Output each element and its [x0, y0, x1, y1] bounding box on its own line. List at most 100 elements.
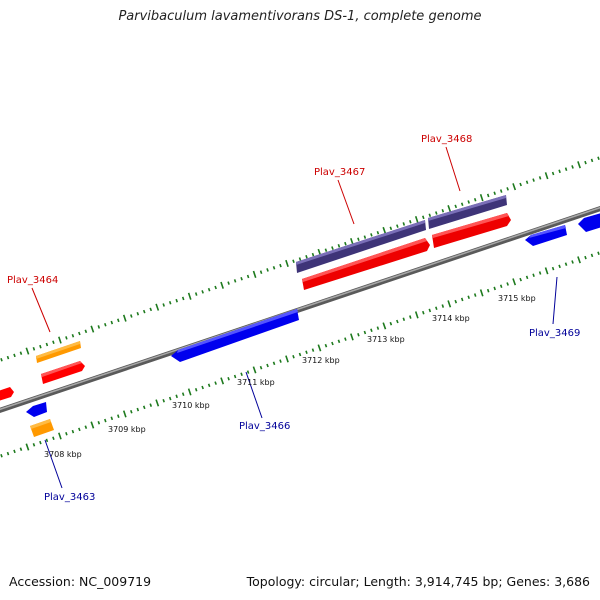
scale-label-3711: 3711 kbp — [237, 378, 275, 387]
minor-tick — [0, 358, 3, 362]
minor-tick — [32, 347, 36, 351]
minor-tick — [240, 276, 243, 281]
major-tick — [577, 161, 581, 169]
minor-tick — [460, 202, 464, 206]
major-tick — [577, 256, 581, 264]
gene-plav-3468[interactable] — [428, 195, 507, 229]
major-tick — [252, 366, 257, 374]
minor-tick — [136, 312, 140, 316]
minor-tick — [499, 189, 503, 193]
minor-tick — [571, 260, 574, 264]
major-tick — [479, 194, 484, 202]
minor-tick — [454, 204, 458, 209]
minor-tick — [428, 308, 432, 313]
gene-label-plav-3466[interactable]: Plav_3466 — [239, 421, 290, 432]
minor-tick — [551, 266, 555, 271]
minor-tick — [519, 182, 522, 187]
gene-blue-right-edge[interactable] — [578, 212, 600, 232]
genome-backbone-highlight — [0, 206, 600, 411]
minor-tick — [499, 284, 503, 288]
gene-label-plav-3468[interactable]: Plav_3468 — [421, 134, 472, 145]
minor-tick — [558, 264, 561, 269]
map-title: Parvibaculum lavamentivorans DS-1, compl… — [118, 9, 482, 24]
minor-tick — [331, 341, 334, 346]
minor-tick — [558, 169, 561, 174]
major-tick — [512, 183, 517, 191]
minor-tick — [538, 271, 542, 275]
minor-tick — [45, 438, 49, 443]
gene-plav-3463[interactable] — [30, 419, 54, 437]
minor-tick — [532, 273, 535, 277]
minor-tick — [324, 248, 328, 252]
minor-tick — [84, 425, 88, 429]
minor-tick — [52, 340, 55, 345]
minor-tick — [486, 193, 490, 198]
leader-plav-3463 — [44, 439, 63, 489]
minor-tick — [194, 387, 198, 392]
minor-tick — [396, 224, 399, 228]
minor-tick — [227, 281, 230, 285]
minor-tick — [337, 244, 341, 248]
minor-tick — [130, 314, 133, 318]
minor-tick — [52, 436, 55, 440]
gene-label-plav-3467[interactable]: Plav_3467 — [314, 167, 365, 178]
major-tick — [25, 443, 30, 451]
minor-tick — [389, 321, 393, 326]
gene-plav-3467[interactable] — [296, 220, 426, 273]
minor-tick — [214, 285, 217, 290]
minor-tick — [525, 180, 529, 185]
minor-tick — [194, 292, 198, 296]
minor-tick — [6, 451, 10, 456]
minor-tick — [136, 407, 140, 412]
minor-tick — [584, 255, 587, 260]
gene-label-plav-3469[interactable]: Plav_3469 — [529, 328, 580, 339]
major-tick — [414, 215, 419, 224]
gene-red-3465[interactable] — [41, 361, 85, 384]
topology-text: Topology: circular; Length: 3,914,745 bp… — [246, 574, 590, 589]
upper-tick-track — [0, 156, 600, 362]
gene-plav-3469[interactable] — [525, 225, 567, 246]
minor-tick — [233, 374, 237, 379]
gene-red-left-edge[interactable] — [0, 387, 14, 402]
gene-plav-3464[interactable] — [36, 341, 81, 363]
leader-plav-3468 — [445, 146, 461, 192]
minor-tick — [168, 396, 172, 401]
minor-tick — [389, 226, 393, 231]
minor-tick — [142, 405, 146, 410]
major-tick — [25, 347, 30, 355]
minor-tick — [584, 160, 587, 165]
gene-plav-3463-blue[interactable] — [26, 402, 47, 417]
minor-tick — [246, 274, 250, 279]
minor-tick — [110, 416, 114, 421]
gene-label-plav-3464[interactable]: Plav_3464 — [7, 275, 58, 286]
gene-red-3468[interactable] — [432, 213, 511, 248]
major-tick — [90, 325, 95, 333]
minor-tick — [13, 353, 16, 358]
scale-label-3710: 3710 kbp — [172, 401, 210, 410]
scale-label-3712: 3712 kbp — [302, 356, 340, 365]
minor-tick — [376, 326, 380, 330]
leader-plav-3466 — [245, 371, 263, 419]
gene-label-plav-3463[interactable]: Plav_3463 — [44, 492, 95, 503]
minor-tick — [175, 298, 178, 303]
minor-tick — [311, 252, 315, 257]
gene-red-3467[interactable] — [302, 238, 430, 290]
major-tick — [187, 388, 192, 396]
minor-tick — [39, 344, 42, 349]
minor-tick — [78, 331, 81, 336]
minor-tick — [305, 350, 308, 355]
minor-tick — [279, 359, 282, 363]
minor-tick — [214, 381, 217, 385]
major-tick — [317, 344, 322, 352]
minor-tick — [149, 403, 153, 407]
gene-plav-3466[interactable] — [171, 309, 299, 362]
major-tick — [382, 322, 387, 330]
minor-tick — [590, 158, 594, 163]
minor-tick — [532, 178, 535, 182]
major-tick — [122, 410, 127, 418]
minor-tick — [402, 222, 406, 226]
minor-tick — [168, 301, 172, 305]
minor-tick — [272, 361, 276, 366]
minor-tick — [272, 266, 276, 270]
major-tick — [512, 278, 517, 286]
